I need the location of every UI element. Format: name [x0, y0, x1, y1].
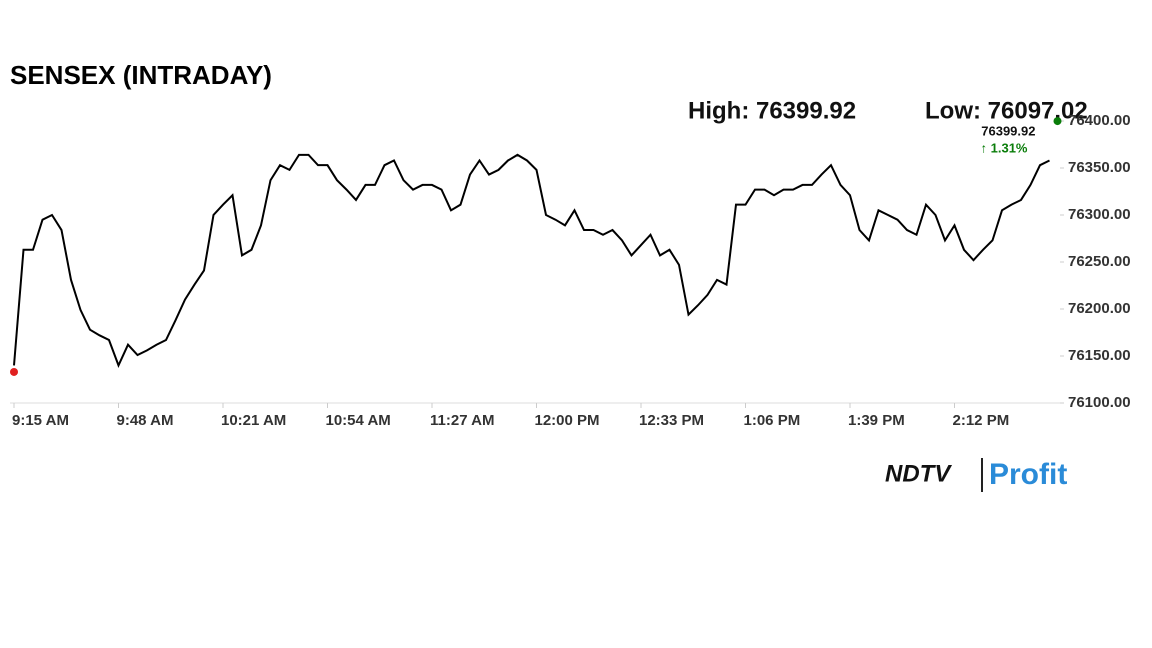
low-label: Low: 76097.02 [925, 97, 1088, 124]
y-tick-label: 76200.00 [1068, 300, 1131, 317]
chart-title: SENSEX (INTRADAY) [10, 60, 272, 90]
y-tick-label: 76250.00 [1068, 253, 1131, 270]
x-tick-label: 11:27 AM [430, 412, 494, 429]
y-tick-label: 76350.00 [1068, 159, 1131, 176]
y-tick-label: 76150.00 [1068, 347, 1131, 364]
x-tick-label: 9:48 AM [117, 412, 174, 429]
change-label: ↑ 1.31% [981, 140, 1028, 155]
high-value-label: 76399.92 [981, 123, 1035, 138]
x-tick-label: 1:06 PM [744, 412, 801, 429]
y-tick-label: 76100.00 [1068, 394, 1131, 411]
x-tick-label: 9:15 AM [12, 412, 69, 429]
y-tick-label: 76300.00 [1068, 206, 1131, 223]
low-marker [10, 367, 18, 376]
x-tick-label: 2:12 PM [953, 412, 1010, 429]
logo-ndtv: NDTV [885, 460, 952, 487]
x-tick-label: 10:54 AM [326, 412, 391, 429]
x-tick-label: 1:39 PM [848, 412, 905, 429]
y-tick-label: 76400.00 [1068, 112, 1131, 129]
x-tick-label: 12:33 PM [639, 412, 704, 429]
high-label: High: 76399.92 [688, 97, 856, 124]
x-tick-label: 10:21 AM [221, 412, 286, 429]
logo-profit: Profit [989, 458, 1067, 491]
x-tick-label: 12:00 PM [535, 412, 600, 429]
price-line [13, 153, 1050, 369]
high-marker [1053, 117, 1062, 126]
